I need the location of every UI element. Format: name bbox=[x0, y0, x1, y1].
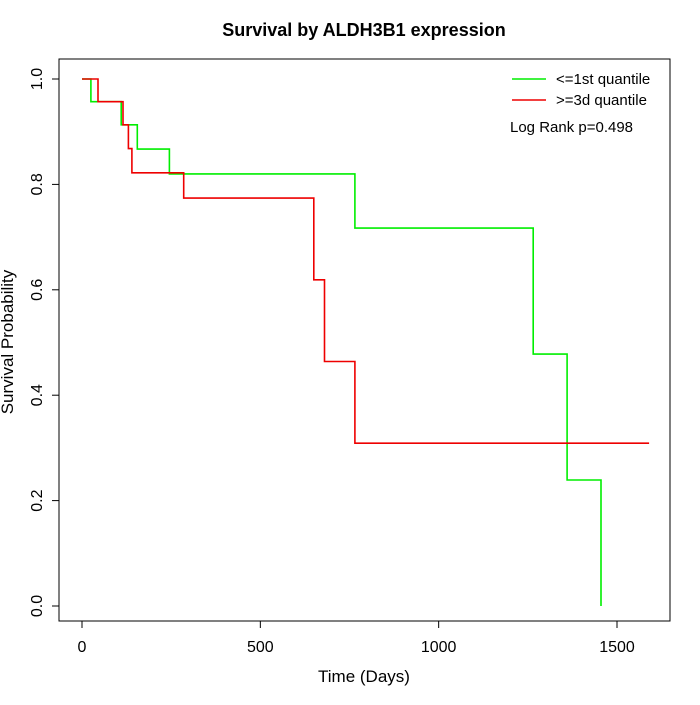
x-tick-label: 1000 bbox=[421, 639, 457, 656]
x-axis-label: Time (Days) bbox=[318, 667, 410, 686]
y-axis: 0.0 0.2 0.4 0.6 0.8 1.0 bbox=[29, 68, 60, 617]
series-line-high-quantile bbox=[82, 78, 650, 445]
chart-title: Survival by ALDH3B1 expression bbox=[222, 20, 505, 40]
y-tick-label: 1.0 bbox=[29, 68, 46, 90]
y-axis-label: Survival Probability bbox=[0, 269, 17, 414]
series-line-low-quantile bbox=[82, 78, 602, 606]
plot-frame bbox=[58, 58, 671, 622]
x-tick-label: 1500 bbox=[599, 639, 635, 656]
y-tick-label: 0.8 bbox=[29, 173, 46, 195]
series-layer bbox=[82, 78, 650, 606]
legend: <=1st quantile >=3d quantile bbox=[512, 71, 650, 109]
y-tick-label: 0.6 bbox=[29, 279, 46, 301]
logrank-annotation: Log Rank p=0.498 bbox=[510, 119, 633, 136]
x-axis: 0 500 1000 1500 bbox=[78, 620, 635, 656]
y-tick-label: 0.0 bbox=[29, 595, 46, 617]
x-tick-label: 500 bbox=[247, 639, 274, 656]
legend-label-low: <=1st quantile bbox=[556, 71, 650, 88]
x-tick-label: 0 bbox=[78, 639, 87, 656]
y-tick-label: 0.4 bbox=[29, 384, 46, 406]
legend-label-high: >=3d quantile bbox=[556, 92, 647, 109]
y-tick-label: 0.2 bbox=[29, 489, 46, 511]
